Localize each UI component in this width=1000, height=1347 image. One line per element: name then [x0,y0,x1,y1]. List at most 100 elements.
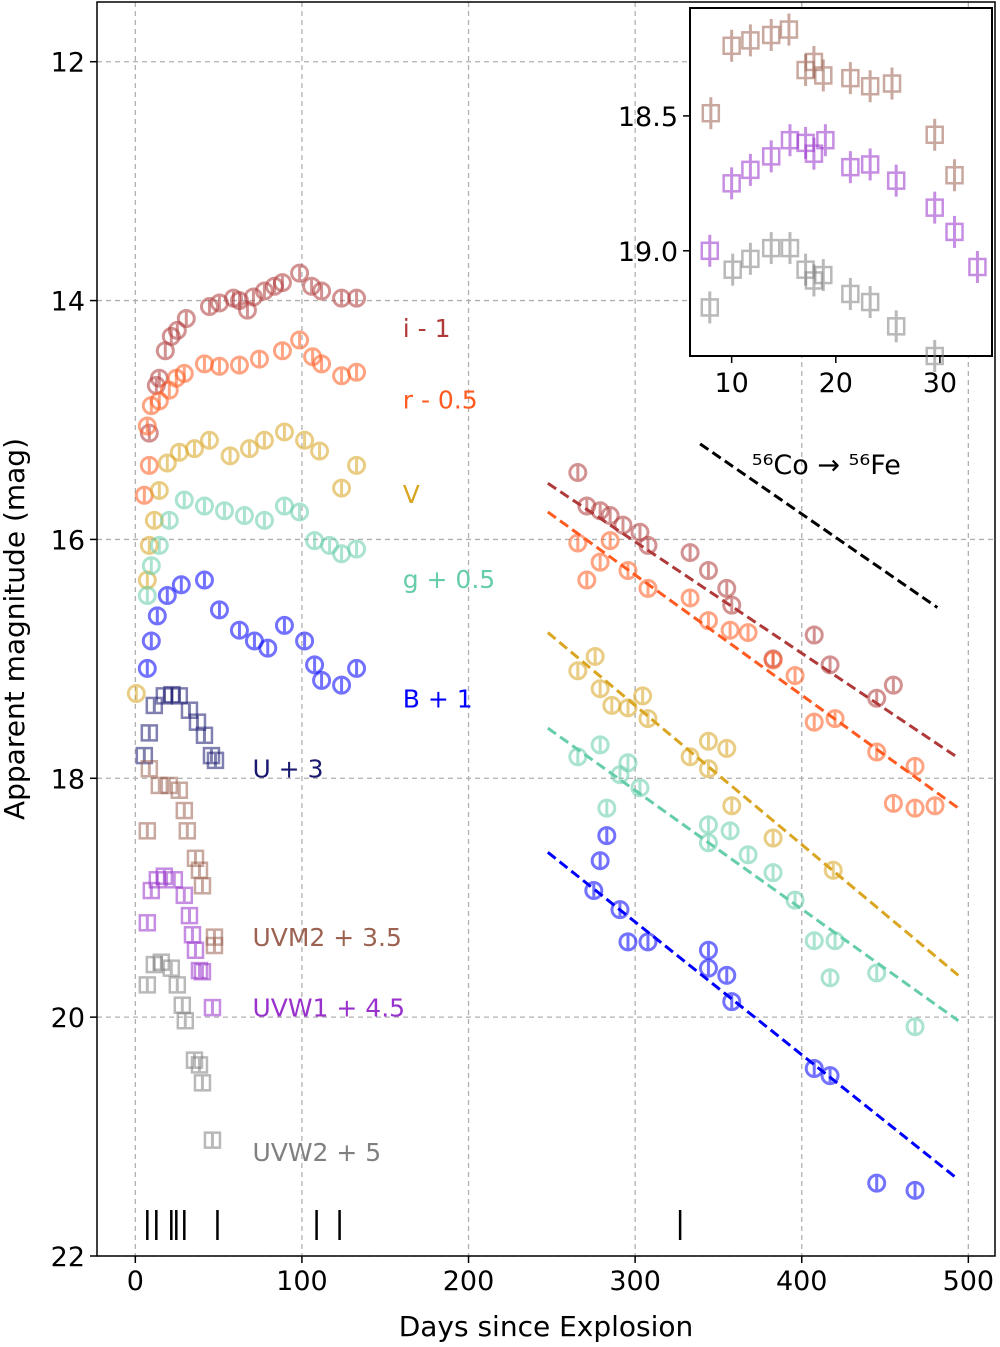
data-point [157,586,177,606]
circle-marker [295,430,315,450]
data-point [193,1074,212,1092]
data-point [332,366,352,386]
data-point [170,687,189,705]
data-point [137,658,157,678]
y-tick-label: 18 [51,764,85,795]
data-point [149,535,169,555]
data-point [332,675,352,695]
co-decay-label: ⁵⁶Co → ⁵⁶Fe [752,450,901,481]
square-marker [186,941,205,960]
y-tick-label: 22 [51,1242,85,1273]
circle-marker [295,631,315,651]
circle-marker [618,698,638,718]
data-point [590,851,610,871]
circle-marker [147,606,167,626]
data-point [820,1066,840,1086]
data-point [126,683,146,703]
data-point [272,273,292,293]
circle-marker [347,362,367,382]
circle-marker [597,826,617,846]
fit-line [546,851,960,1181]
data-point [698,731,718,751]
circle-marker [249,349,269,369]
data-point [209,600,229,620]
circle-marker [763,828,783,848]
data-point [883,675,903,695]
data-point [173,996,192,1014]
square-marker [142,881,161,900]
inset-data-point [741,24,760,57]
circle-marker [139,535,159,555]
circle-marker [199,297,219,317]
data-point [150,776,169,795]
data-point [698,759,718,779]
square-marker [202,746,221,765]
data-point [577,570,597,590]
data-point [174,363,194,383]
circle-marker [302,276,322,296]
circle-marker [905,756,925,776]
circle-marker [763,650,783,670]
circle-marker [214,501,234,521]
square-marker [170,781,189,799]
circle-marker [590,501,610,521]
data-point [597,826,617,846]
data-point [347,658,367,678]
inset-x-tick-label: 10 [714,368,748,399]
circle-marker [698,759,718,779]
data-point [618,753,638,773]
data-point [680,543,700,563]
circle-marker [680,543,700,563]
data-point [867,963,887,983]
square-marker [175,886,194,905]
data-point [823,860,843,880]
inset-data-point [841,151,860,184]
circle-marker [823,860,843,880]
data-point [717,965,737,985]
circle-marker [126,683,146,703]
data-point [867,1173,887,1193]
square-marker [761,25,781,45]
data-point [568,533,588,553]
circle-marker [305,655,325,675]
inset-y-tick-label: 18.5 [618,102,678,133]
data-point [347,455,367,475]
data-point [763,863,783,883]
inset-data-point [882,67,902,100]
square-marker [155,867,174,885]
square-marker [886,171,906,190]
circle-marker [698,560,718,580]
circle-marker [577,570,597,590]
data-point [137,416,157,436]
data-point [680,747,700,767]
circle-marker [590,552,610,572]
data-point [867,688,887,708]
circle-marker [590,679,610,699]
circle-marker [905,1017,925,1037]
circle-marker [867,688,887,708]
square-marker [741,160,760,180]
data-point [618,932,638,952]
data-point [305,655,325,675]
square-marker [135,746,154,765]
circle-marker [597,798,617,818]
data-point [141,556,161,576]
circle-marker [141,631,161,651]
circle-marker [239,439,259,459]
circle-marker [613,515,633,535]
data-point [239,439,259,459]
circle-marker [825,709,845,729]
circle-marker [680,588,700,608]
data-point [905,1017,925,1037]
data-points [126,263,945,1200]
square-marker [701,103,721,123]
circle-marker [925,796,945,816]
data-point [633,686,653,706]
circle-marker [174,490,194,510]
square-marker [860,292,880,312]
data-point [905,756,925,776]
data-point [249,349,269,369]
circle-marker [568,747,588,767]
circle-marker [347,658,367,678]
inset-data-point [814,259,833,292]
